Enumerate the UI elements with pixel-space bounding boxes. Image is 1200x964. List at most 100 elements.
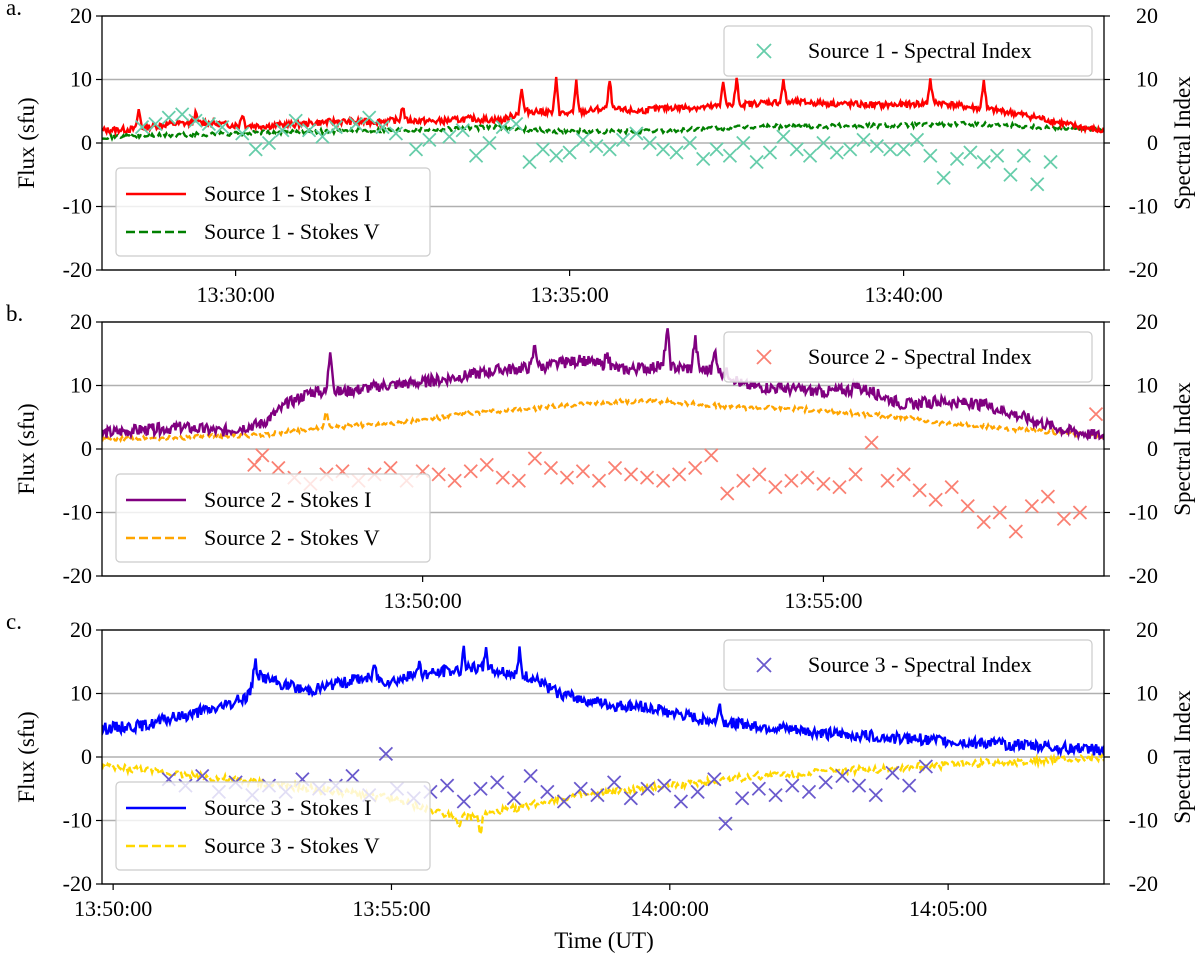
- spectral-index-point: [439, 778, 455, 793]
- y-right-axis-label: Spectral Index: [1170, 690, 1195, 824]
- panel-letter: a.: [6, 0, 22, 20]
- y-right-tick-label: 20: [1136, 3, 1158, 28]
- plot-area: [102, 76, 1104, 192]
- spectral-index-point: [345, 768, 360, 784]
- spectral-index-point: [682, 135, 697, 151]
- y-right-tick-label: -10: [1129, 194, 1158, 219]
- spectral-index-point: [495, 119, 510, 135]
- spectral-index-point: [963, 145, 978, 160]
- spectral-index-point: [688, 460, 703, 476]
- spectral-index-point: [573, 781, 588, 796]
- stokes-i-line: [102, 645, 1104, 758]
- legend-label: Source 3 - Spectral Index: [808, 652, 1032, 677]
- spectral-index-point: [543, 460, 559, 476]
- spectral-index-point: [816, 476, 831, 492]
- y-tick-label: -20: [63, 257, 92, 282]
- spectral-index-point: [615, 132, 631, 147]
- spectral-index-point: [976, 514, 991, 530]
- spectral-index-point: [148, 116, 163, 132]
- spectral-index-point: [960, 499, 975, 514]
- spectral-index-point: [606, 775, 622, 790]
- spectral-index-point: [657, 778, 672, 793]
- spectral-index-point: [247, 457, 262, 473]
- legend-label: Source 2 - Stokes V: [204, 525, 380, 550]
- legend-marker-x: [756, 349, 772, 365]
- spectral-index-point: [1024, 499, 1039, 514]
- spectral-index-point: [816, 135, 831, 151]
- legend-stokes: Source 3 - Stokes I Source 3 - Stokes V: [115, 781, 431, 871]
- x-axis-label: Time (UT): [554, 928, 653, 953]
- spectral-index-point: [655, 473, 671, 488]
- spectral-index-point: [936, 170, 951, 186]
- spectral-index-point: [923, 148, 938, 163]
- spectral-index-point: [655, 142, 671, 157]
- spectral-index-point: [468, 148, 484, 163]
- spectral-index-point: [315, 129, 330, 144]
- spectral-index-point: [992, 505, 1007, 520]
- spectral-index-point: [348, 116, 363, 132]
- spectral-index-point: [885, 765, 900, 781]
- spectral-index-point: [735, 791, 750, 806]
- y-right-tick-label: -20: [1129, 257, 1158, 282]
- spectral-index-point: [161, 110, 176, 125]
- y-tick-label: -20: [63, 563, 92, 588]
- spectral-index-point: [455, 123, 470, 138]
- spectral-index-point: [248, 142, 263, 157]
- spectral-index-point: [388, 126, 404, 141]
- y-right-tick-label: -10: [1129, 500, 1158, 525]
- plot-area: [102, 328, 1104, 539]
- spectral-index-point: [690, 784, 705, 800]
- spectral-index-point: [1072, 505, 1088, 520]
- spectral-index-point: [976, 154, 991, 170]
- y-tick-label: 10: [70, 681, 92, 706]
- y-tick-label: 0: [81, 436, 92, 461]
- y-right-tick-label: 20: [1136, 309, 1158, 334]
- y-axis-label: Flux (sfu): [14, 97, 39, 188]
- stokes-v-line: [102, 396, 1104, 444]
- spectral-index-point: [883, 142, 898, 157]
- y-right-tick-label: -10: [1129, 808, 1158, 833]
- legend-box: [723, 25, 1093, 77]
- spectral-index-point: [718, 816, 733, 831]
- spectral-index-point: [607, 460, 623, 476]
- spectral-index-point: [749, 154, 764, 170]
- spectral-index-point: [195, 768, 210, 784]
- legend-spectral-index: Source 2 - Spectral Index: [723, 331, 1093, 383]
- spectral-index-point: [506, 791, 522, 806]
- spectral-index-point: [704, 448, 719, 463]
- spectral-index-point: [789, 142, 804, 157]
- y-tick-label: 10: [70, 67, 92, 92]
- spectral-index-point: [629, 126, 644, 141]
- spectral-index-point: [1003, 167, 1018, 182]
- legend-label: Source 3 - Stokes I: [204, 795, 371, 820]
- x-tick-label: 13:50:00: [74, 896, 152, 921]
- panel-2: b. -20 -10 0 10 20 -20 -10 0 10 20 13:50:00 13:55:00…: [6, 301, 1195, 613]
- spectral-index-point: [215, 119, 230, 135]
- spectral-index-point: [479, 457, 494, 473]
- spectral-index-point: [709, 142, 724, 157]
- y-tick-label: 10: [70, 373, 92, 398]
- legend-marker-x: [756, 657, 772, 673]
- legend-stokes: Source 2 - Stokes I Source 2 - Stokes V: [115, 473, 431, 563]
- legend-marker-x: [756, 43, 772, 59]
- spectral-index-point: [896, 467, 911, 482]
- spectral-index-point: [989, 148, 1005, 163]
- y-tick-label: 20: [70, 617, 92, 642]
- spectral-index-point: [255, 448, 270, 463]
- panel-letter: c.: [6, 609, 22, 634]
- legend-box: [723, 331, 1093, 383]
- y-tick-label: -10: [63, 808, 92, 833]
- spectral-index-point: [896, 142, 911, 157]
- spectral-index-point: [623, 791, 638, 806]
- spectral-index-point: [556, 794, 572, 809]
- spectral-index-point: [188, 113, 203, 128]
- spectral-index-point: [383, 460, 398, 476]
- spectral-index-point: [589, 139, 604, 154]
- legend-label: Source 2 - Spectral Index: [808, 344, 1032, 369]
- spectral-index-point: [463, 464, 478, 479]
- legend-spectral-index: Source 1 - Spectral Index: [723, 25, 1093, 77]
- spectral-index-point: [802, 148, 818, 163]
- legend-label: Source 3 - Stokes V: [204, 833, 380, 858]
- x-tick-label: 13:35:00: [530, 282, 608, 307]
- spectral-index-point: [751, 781, 767, 796]
